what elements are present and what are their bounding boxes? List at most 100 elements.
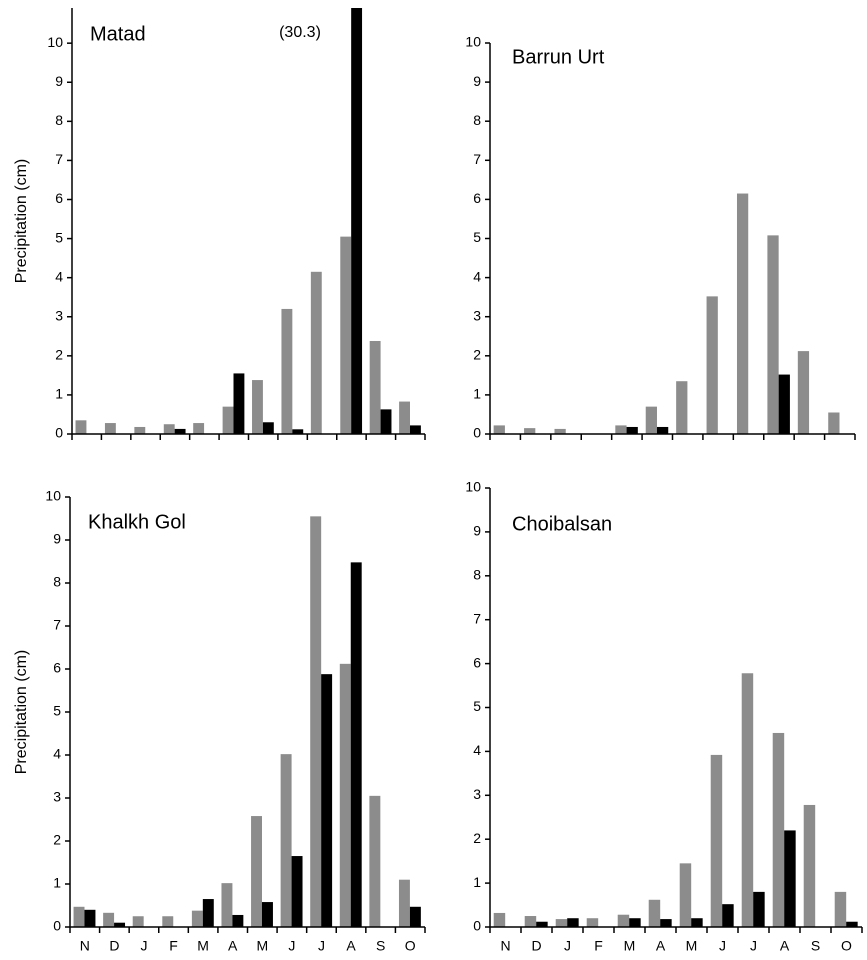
bar — [536, 921, 548, 927]
x-tick-label: M — [197, 938, 209, 954]
bar — [524, 428, 536, 434]
y-tick-label: 10 — [45, 488, 61, 504]
bar — [132, 916, 144, 927]
y-axis-label: Precipitation (cm) — [13, 650, 30, 774]
y-tick-label: 2 — [473, 830, 481, 846]
bar — [626, 426, 638, 434]
y-tick-label: 7 — [473, 151, 481, 167]
bar — [351, 8, 363, 434]
x-tick-label: M — [686, 938, 698, 954]
bar — [103, 912, 115, 927]
bar — [114, 922, 126, 927]
bar — [321, 674, 333, 927]
x-tick-label: S — [811, 938, 820, 954]
y-tick-label: 3 — [473, 307, 481, 323]
bar — [233, 373, 245, 434]
bar — [291, 856, 303, 927]
y-tick-label: 1 — [53, 875, 61, 891]
y-tick-label: 3 — [473, 786, 481, 802]
bar — [222, 406, 234, 434]
y-tick-label: 4 — [473, 268, 481, 284]
bar — [555, 919, 568, 927]
y-tick-label: 6 — [53, 660, 61, 676]
y-tick-label: 8 — [473, 567, 481, 583]
bar — [202, 899, 214, 927]
bar — [162, 916, 174, 927]
y-tick-label: 8 — [53, 574, 61, 590]
bar — [493, 425, 505, 434]
bar — [493, 912, 506, 927]
bar — [706, 296, 718, 434]
bar — [554, 428, 566, 434]
bar — [753, 891, 765, 927]
bar — [834, 891, 847, 927]
y-tick-label: 5 — [55, 229, 63, 245]
bar — [221, 883, 233, 927]
bar — [767, 235, 779, 434]
bar — [679, 863, 692, 927]
x-tick-label: M — [624, 938, 636, 954]
x-tick-label: D — [109, 938, 119, 954]
bar — [586, 918, 599, 927]
y-tick-label: 7 — [473, 610, 481, 626]
y-tick-label: 9 — [473, 523, 481, 539]
bar — [251, 816, 262, 927]
plot-area — [73, 516, 421, 927]
x-tick-label: F — [169, 938, 178, 954]
y-tick-label: 6 — [473, 654, 481, 670]
y-tick-label: 10 — [465, 34, 481, 50]
y-tick-label: 1 — [473, 874, 481, 890]
bar — [134, 426, 146, 434]
plot-area — [493, 673, 858, 927]
x-tick-label: J — [750, 938, 757, 954]
bar — [292, 429, 304, 434]
y-tick-label: 10 — [47, 34, 63, 50]
y-tick-label: 8 — [473, 112, 481, 128]
y-tick-label: 1 — [473, 386, 481, 402]
y-tick-label: 9 — [53, 531, 61, 547]
bar — [191, 910, 203, 927]
bar — [339, 663, 351, 927]
y-tick-label: 10 — [465, 479, 481, 495]
bar — [409, 906, 421, 927]
bar — [741, 673, 754, 927]
x-tick-label: D — [531, 938, 541, 954]
bar — [645, 406, 657, 434]
bar — [310, 271, 322, 434]
bar — [629, 918, 641, 927]
y-tick-label: 5 — [53, 703, 61, 719]
bar — [75, 420, 87, 434]
y-tick-label: 6 — [473, 190, 481, 206]
y-tick-label: 5 — [473, 698, 481, 714]
plot-area — [75, 8, 421, 434]
y-tick-label: 7 — [55, 151, 63, 167]
y-tick-label: 5 — [473, 229, 481, 245]
bar — [261, 902, 273, 927]
x-tick-label: F — [594, 938, 603, 954]
x-tick-label: A — [656, 938, 666, 954]
bar — [380, 409, 392, 434]
panel-title: Matad — [90, 23, 146, 45]
bar — [797, 351, 810, 434]
x-tick-label: J — [318, 938, 325, 954]
bar — [232, 914, 244, 927]
y-tick-label: 2 — [53, 832, 61, 848]
y-tick-label: 0 — [55, 425, 63, 441]
annotation: (30.3) — [279, 24, 321, 41]
y-tick-label: 0 — [473, 425, 481, 441]
bar — [567, 918, 579, 927]
y-axis-label: Precipitation (cm) — [13, 159, 30, 283]
x-tick-label: J — [564, 938, 571, 954]
bar — [828, 412, 840, 434]
x-tick-label: A — [228, 938, 238, 954]
bar — [281, 308, 293, 434]
bar — [369, 340, 381, 434]
y-tick-label: 4 — [53, 746, 61, 762]
x-tick-label: J — [719, 938, 726, 954]
y-tick-label: 0 — [473, 918, 481, 934]
y-tick-label: 1 — [55, 386, 63, 402]
bar — [73, 906, 85, 927]
y-tick-label: 9 — [55, 73, 63, 89]
bar — [163, 424, 175, 434]
y-tick-label: 0 — [53, 918, 61, 934]
